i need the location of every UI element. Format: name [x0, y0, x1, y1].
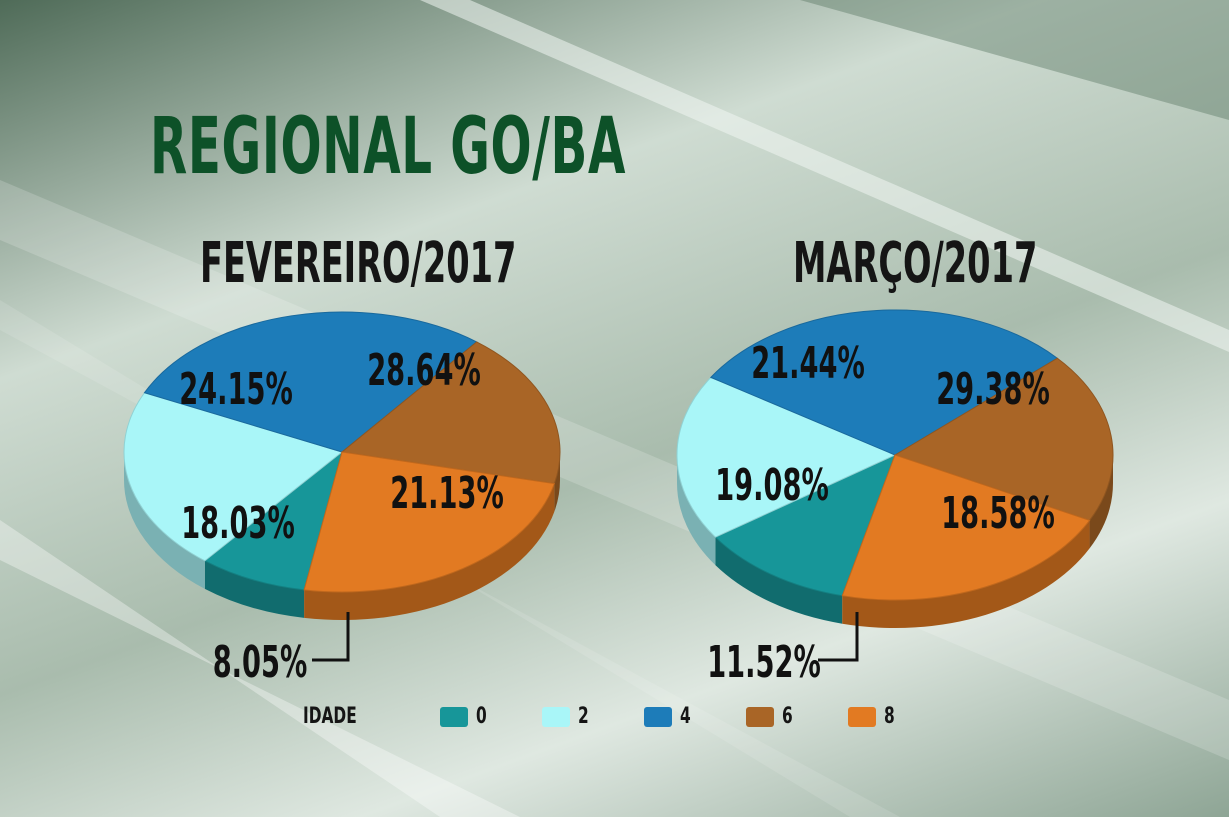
legend-swatch-6	[746, 707, 774, 727]
pie-side-0	[715, 537, 843, 624]
legend-swatch-0	[440, 707, 468, 727]
legend-swatch-2	[542, 707, 570, 727]
pie-label-8: 21.44%	[751, 337, 865, 389]
pie-label-6: 19.08%	[715, 459, 829, 511]
pie-side-0	[204, 560, 305, 618]
legend-label-6: 6	[782, 704, 793, 729]
callout-line-0	[312, 612, 350, 662]
chart-title-fevereiro: FEVEREIRO/2017	[200, 231, 517, 296]
legend-label-0: 0	[476, 704, 487, 729]
pie-slice-6	[340, 341, 561, 485]
pie-label-4: 29.38%	[936, 363, 1050, 415]
legend-swatch-8	[848, 707, 876, 727]
pie-side-8	[304, 483, 555, 620]
pie-slice-2	[123, 392, 344, 562]
pie-sides-0	[124, 452, 560, 620]
pie-slice-8	[303, 451, 556, 593]
pie-side-2	[124, 452, 205, 589]
pie-side-6	[1089, 455, 1113, 549]
pie-label-4: 28.64%	[367, 344, 481, 396]
pie-side-2	[676, 455, 716, 566]
pie-side-8	[842, 520, 1090, 628]
callout-line-1	[818, 612, 859, 662]
pie-label-0: 11.52%	[707, 636, 821, 688]
legend-label-4: 4	[680, 704, 691, 729]
pie-sides-1	[676, 455, 1113, 628]
pie-slice-0	[203, 450, 343, 591]
page-title: REGIONAL GO/BA	[150, 102, 627, 192]
pie-slice-4	[709, 309, 1059, 456]
pie-label-2: 21.13%	[390, 467, 504, 519]
legend: IDADE 0 2 4 6 8	[0, 700, 1229, 740]
pie-slice-8	[841, 454, 1091, 601]
pie-chart-1: 11.52% 18.58% 29.38% 19.08% 21.44%	[676, 309, 1114, 688]
legend-swatch-4	[644, 707, 672, 727]
pie-label-6: 18.03%	[181, 497, 295, 549]
chart-title-marco: MARÇO/2017	[793, 231, 1038, 296]
pie-slice-2	[676, 376, 897, 538]
pie-chart-0: 8.05% 21.13% 28.64% 18.03% 24.15%	[123, 311, 561, 688]
pie-label-0: 8.05%	[213, 636, 308, 688]
pie-label-2: 18.58%	[941, 487, 1055, 539]
legend-label-8: 8	[884, 704, 895, 729]
pie-slice-0	[714, 454, 896, 597]
pie-label-8: 24.15%	[179, 363, 293, 415]
pie-slice-6	[893, 357, 1114, 522]
legend-label-2: 2	[578, 704, 589, 729]
pie-side-6	[554, 452, 560, 512]
legend-title: IDADE	[303, 704, 357, 729]
pie-slice-4	[143, 311, 478, 453]
